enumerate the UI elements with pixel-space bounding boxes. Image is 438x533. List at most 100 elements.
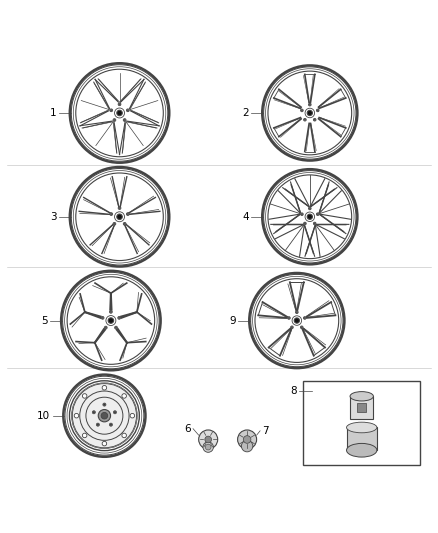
Circle shape <box>103 404 105 406</box>
Circle shape <box>118 317 120 319</box>
Circle shape <box>122 394 127 398</box>
Circle shape <box>115 326 117 329</box>
Circle shape <box>314 223 315 224</box>
Circle shape <box>300 213 303 215</box>
Circle shape <box>105 327 106 328</box>
Circle shape <box>130 414 134 418</box>
Circle shape <box>301 214 303 215</box>
Circle shape <box>304 119 306 120</box>
Circle shape <box>308 103 311 106</box>
Circle shape <box>122 433 127 438</box>
Circle shape <box>304 223 306 224</box>
Circle shape <box>82 433 87 438</box>
Circle shape <box>304 118 306 121</box>
Text: 1: 1 <box>50 108 57 118</box>
Circle shape <box>110 109 113 112</box>
Circle shape <box>300 109 303 112</box>
Bar <box>346 427 377 450</box>
Circle shape <box>113 222 116 225</box>
Circle shape <box>108 318 113 324</box>
Circle shape <box>304 317 306 319</box>
Circle shape <box>205 444 211 450</box>
Bar <box>304 381 420 465</box>
Circle shape <box>118 317 120 319</box>
Circle shape <box>114 119 115 121</box>
Circle shape <box>113 411 117 414</box>
Circle shape <box>117 110 122 116</box>
Circle shape <box>127 109 129 112</box>
Circle shape <box>96 423 99 426</box>
Circle shape <box>110 423 113 426</box>
Circle shape <box>307 110 312 116</box>
Circle shape <box>241 440 253 452</box>
Circle shape <box>301 110 303 111</box>
Circle shape <box>103 403 106 406</box>
Circle shape <box>110 311 112 312</box>
Circle shape <box>288 317 290 319</box>
Circle shape <box>291 326 293 329</box>
Text: 4: 4 <box>243 212 249 222</box>
Circle shape <box>101 413 108 419</box>
Circle shape <box>237 430 257 449</box>
Circle shape <box>123 119 126 122</box>
Ellipse shape <box>346 443 377 457</box>
Circle shape <box>296 311 297 313</box>
Circle shape <box>115 327 117 328</box>
Circle shape <box>313 222 316 225</box>
Circle shape <box>309 208 311 209</box>
Circle shape <box>316 213 319 215</box>
Circle shape <box>102 441 107 446</box>
Circle shape <box>317 110 318 111</box>
Circle shape <box>102 385 107 390</box>
Circle shape <box>313 118 316 121</box>
Text: 9: 9 <box>230 316 236 326</box>
Circle shape <box>205 436 212 443</box>
Bar <box>350 396 373 419</box>
Circle shape <box>308 207 311 210</box>
Text: 5: 5 <box>42 316 48 326</box>
Circle shape <box>243 435 251 443</box>
Circle shape <box>74 414 79 418</box>
Circle shape <box>72 384 137 448</box>
Text: 2: 2 <box>243 108 249 118</box>
Circle shape <box>124 223 125 224</box>
Circle shape <box>203 442 213 453</box>
Ellipse shape <box>346 422 377 433</box>
Circle shape <box>304 317 305 319</box>
Circle shape <box>296 311 298 313</box>
Text: 3: 3 <box>50 212 57 222</box>
Circle shape <box>123 222 126 225</box>
Circle shape <box>101 317 104 319</box>
Text: 8: 8 <box>290 386 297 396</box>
Circle shape <box>82 394 87 398</box>
Circle shape <box>309 104 311 106</box>
Ellipse shape <box>350 392 373 401</box>
Circle shape <box>127 213 129 215</box>
Circle shape <box>118 103 121 106</box>
Circle shape <box>127 213 129 215</box>
Circle shape <box>104 326 107 329</box>
Circle shape <box>93 411 95 413</box>
Circle shape <box>304 222 306 225</box>
Circle shape <box>301 327 303 328</box>
Circle shape <box>291 327 293 328</box>
Text: 10: 10 <box>37 411 50 421</box>
Text: 7: 7 <box>262 426 269 436</box>
Circle shape <box>314 119 315 120</box>
Circle shape <box>127 110 129 111</box>
Circle shape <box>119 103 120 105</box>
Circle shape <box>316 109 319 112</box>
Circle shape <box>114 411 116 413</box>
Circle shape <box>113 119 116 122</box>
Circle shape <box>102 317 103 319</box>
Circle shape <box>300 326 303 329</box>
Circle shape <box>117 214 122 220</box>
Circle shape <box>119 207 120 209</box>
Circle shape <box>110 310 112 313</box>
Circle shape <box>124 119 125 121</box>
Circle shape <box>92 411 95 414</box>
Circle shape <box>317 214 318 215</box>
Circle shape <box>307 214 312 220</box>
Circle shape <box>118 207 121 209</box>
Circle shape <box>97 424 99 425</box>
